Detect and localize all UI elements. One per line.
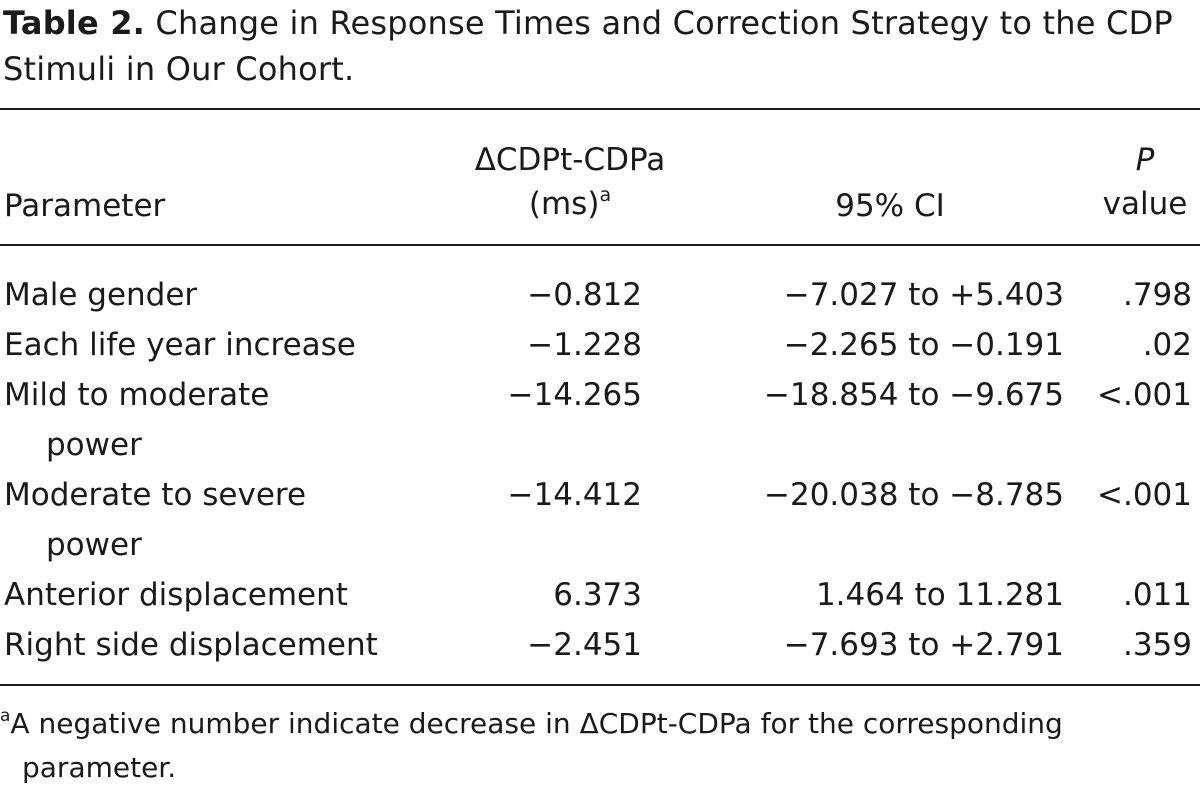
cell-p-value: .359	[1122, 627, 1192, 663]
header-rule	[0, 244, 1200, 246]
cell-ci: −7.027 to +5.403	[783, 277, 1064, 313]
header-delta: ΔCDPt-CDPa (ms)a	[420, 138, 720, 230]
top-rule	[0, 108, 1200, 110]
table-label: Table 2.	[3, 4, 146, 42]
cell-ci: −7.693 to +2.791	[783, 627, 1064, 663]
table-row: Each life year increase −1.228 −2.265 to −…	[0, 320, 1200, 370]
cell-delta: −1.228	[527, 327, 642, 363]
cell-delta: −14.265	[507, 377, 642, 413]
cell-parameter: Male gender	[4, 277, 198, 313]
cell-p-value: .011	[1122, 577, 1192, 613]
cell-delta: −0.812	[527, 277, 642, 313]
cell-parameter: Mild to moderate power	[4, 377, 270, 463]
header-p-line1: P	[1135, 142, 1155, 178]
table-row: Anterior displacement 6.373 1.464 to 11.28…	[0, 570, 1200, 620]
bottom-rule	[0, 684, 1200, 686]
table-row: Right side displacement −2.451 −7.693 to +…	[0, 620, 1200, 670]
table-row: Moderate to severe power −14.412 −20.038 to…	[0, 470, 1200, 570]
header-delta-line1: ΔCDPt-CDPa	[474, 142, 666, 178]
cell-p-value: <.001	[1097, 477, 1192, 513]
cell-parameter: Each life year increase	[4, 327, 356, 363]
cell-parameter: Moderate to severe power	[4, 477, 307, 563]
footnote-marker: a	[0, 706, 11, 726]
table-caption: Table 2. Change in Response Times and Co…	[3, 0, 1198, 92]
cell-parameter: Anterior displacement	[4, 577, 348, 613]
footnote-line2: parameter.	[22, 751, 177, 784]
cell-ci: 1.464 to 11.281	[815, 577, 1064, 613]
table-title: Change in Response Times and Correction …	[3, 4, 1173, 88]
header-p-value: P value	[1095, 138, 1195, 226]
header-ci: 95% CI	[835, 188, 945, 224]
cell-p-value: .798	[1122, 277, 1192, 313]
table-row: Male gender −0.812 −7.027 to +5.403 .798	[0, 270, 1200, 320]
table-footnote: aA negative number indicate decrease in …	[0, 704, 1200, 788]
cell-parameter: Right side displacement	[4, 627, 378, 663]
table-row: Mild to moderate power −14.265 −18.854 to −…	[0, 370, 1200, 470]
header-parameter: Parameter	[4, 188, 166, 224]
cell-delta: 6.373	[553, 577, 642, 613]
table-body: Male gender −0.812 −7.027 to +5.403 .798 Eac…	[0, 270, 1200, 670]
header-delta-footnote-marker: a	[599, 184, 612, 206]
cell-ci: −2.265 to −0.191	[783, 327, 1064, 363]
header-p-line2: value	[1102, 186, 1188, 222]
cell-ci: −18.854 to −9.675	[764, 377, 1064, 413]
header-delta-line2: (ms)a	[528, 184, 612, 222]
cell-p-value: <.001	[1097, 377, 1192, 413]
footnote-line1: aA negative number indicate decrease in …	[0, 706, 1063, 740]
cell-delta: −14.412	[507, 477, 642, 513]
cell-p-value: .02	[1142, 327, 1192, 363]
cell-ci: −20.038 to −8.785	[764, 477, 1064, 513]
cell-delta: −2.451	[527, 627, 642, 663]
